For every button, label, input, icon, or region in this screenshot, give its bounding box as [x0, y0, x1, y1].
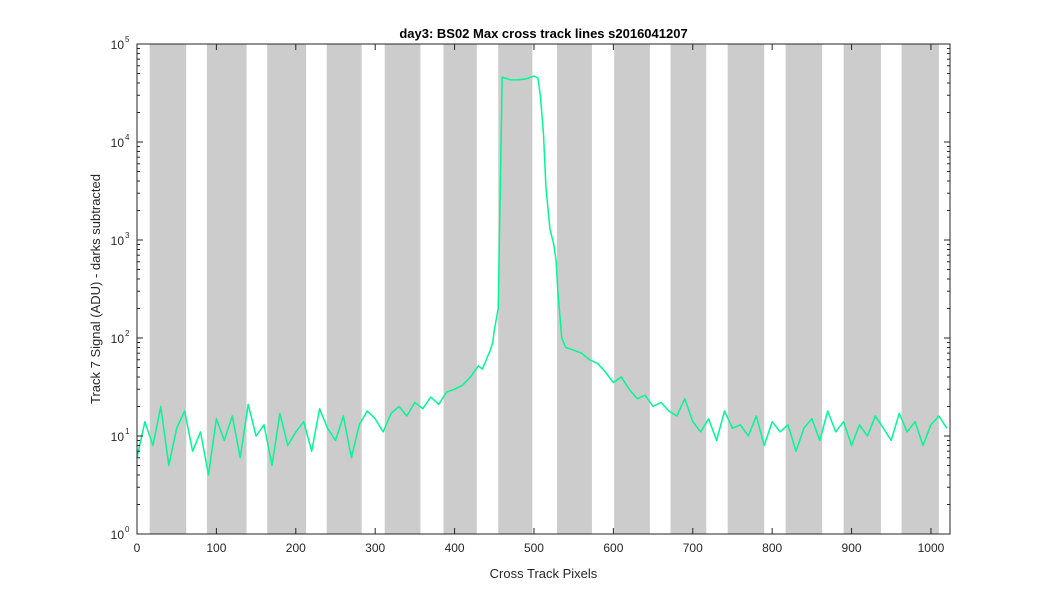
- y-tick-exponent: 0: [125, 525, 130, 534]
- shaded-band: [384, 44, 421, 534]
- shaded-band: [843, 44, 881, 534]
- shaded-band: [670, 44, 707, 534]
- y-tick-label: 10: [111, 332, 125, 346]
- x-tick-label: 500: [524, 541, 544, 555]
- y-tick-label: 10: [111, 528, 125, 542]
- x-tick-label: 700: [683, 541, 703, 555]
- x-tick-label: 800: [762, 541, 782, 555]
- shaded-band: [326, 44, 362, 534]
- x-axis-label: Cross Track Pixels: [490, 566, 598, 581]
- x-tick-label: 100: [206, 541, 226, 555]
- x-tick-label: 1000: [918, 541, 945, 555]
- y-tick-exponent: 5: [125, 35, 130, 44]
- y-tick-exponent: 1: [125, 427, 130, 436]
- shaded-band: [614, 44, 650, 534]
- shaded-band: [149, 44, 187, 534]
- y-tick-exponent: 3: [125, 231, 130, 240]
- shaded-bands: [149, 44, 939, 534]
- shaded-band: [727, 44, 765, 534]
- y-tick-label: 10: [111, 430, 125, 444]
- y-tick-exponent: 4: [125, 133, 130, 142]
- shaded-band: [206, 44, 247, 534]
- shaded-band: [443, 44, 477, 534]
- y-tick-label: 10: [111, 38, 125, 52]
- y-tick-exponent: 2: [125, 329, 130, 338]
- x-tick-label: 0: [134, 541, 141, 555]
- shaded-band: [556, 44, 592, 534]
- y-axis-label: Track 7 Signal (ADU) - darks subtracted: [88, 174, 103, 404]
- chart-title: day3: BS02 Max cross track lines s201604…: [399, 26, 687, 41]
- x-tick-label: 900: [842, 541, 862, 555]
- x-tick-labels: 0 100 200 300 400 500 600 700 800 900 1000: [134, 541, 945, 555]
- x-tick-label: 200: [286, 541, 306, 555]
- shaded-band: [498, 44, 533, 534]
- plot-frame: [136, 43, 951, 535]
- x-tick-label: 600: [603, 541, 623, 555]
- y-tick-label: 10: [111, 136, 125, 150]
- shaded-band: [901, 44, 939, 534]
- x-tick-label: 400: [445, 541, 465, 555]
- axes-box: [136, 43, 951, 535]
- shaded-band: [785, 44, 823, 534]
- tick-marks: [136, 43, 950, 535]
- series-group: [136, 75, 948, 476]
- series-line: [136, 75, 948, 476]
- y-tick-label: 10: [111, 234, 125, 248]
- x-tick-label: 300: [365, 541, 385, 555]
